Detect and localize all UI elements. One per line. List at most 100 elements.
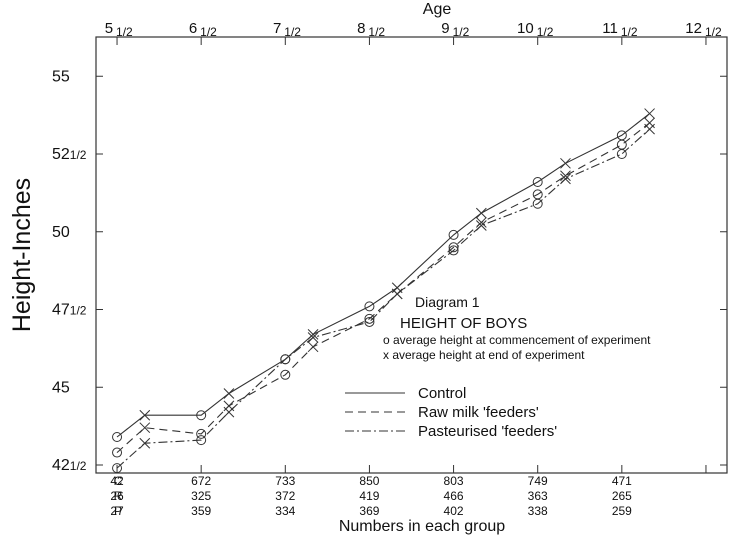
y-tick-label: 421/2: [52, 457, 87, 474]
top-tick-label: 10: [517, 20, 534, 37]
end-point-marker: [560, 173, 571, 185]
counts-cell: 359: [191, 504, 211, 518]
end-point-marker: [475, 220, 487, 231]
legend: Control Raw milk 'feeders' Pasteurised 'fe…: [345, 385, 557, 440]
annotation-line-1: Diagram 1: [415, 294, 480, 310]
y-tick-label: 521/2: [52, 146, 87, 163]
top-tick-fraction: 1/2: [116, 25, 133, 39]
counts-cell: 363: [528, 489, 548, 503]
counts-row-label: R: [114, 489, 123, 503]
end-point-marker: [307, 332, 319, 343]
end-point-marker: [644, 117, 655, 129]
end-point-marker: [475, 217, 487, 228]
start-point-marker: [280, 369, 291, 380]
counts-cell: 338: [528, 504, 548, 518]
counts-cell: 325: [191, 489, 211, 503]
start-point-marker: [196, 410, 207, 421]
counts-cell: 26: [110, 489, 124, 503]
top-tick-label: 6: [189, 20, 197, 37]
y-tick-label: 471/2: [52, 302, 87, 319]
axis-ticks: 5 1/2 6 1/2 7 1/2 8 1/2 9 1/2 10 1/2 11 1/2 12 1/255521…: [52, 20, 727, 474]
start-point-marker: [364, 301, 375, 312]
legend-label-2: Pasteurised 'feeders': [418, 423, 557, 440]
top-tick-label: 5: [105, 20, 113, 37]
series-line-1: [116, 122, 650, 454]
counts-cell: 803: [444, 474, 464, 488]
end-point-marker: [307, 329, 319, 340]
counts-cell: 471: [612, 474, 632, 488]
counts-cell: 372: [275, 489, 295, 503]
start-point-marker: [448, 245, 459, 256]
end-point-marker: [139, 437, 151, 449]
counts-cell: 672: [191, 474, 211, 488]
top-tick-label: 11: [602, 20, 618, 37]
counts-row-label: P: [114, 504, 122, 518]
top-tick-label: 8: [357, 20, 365, 37]
legend-label-0: Control: [418, 385, 466, 402]
top-tick-label: 7: [273, 20, 281, 37]
end-point-marker: [391, 288, 403, 300]
end-point-marker: [644, 108, 655, 119]
series-layer: [112, 108, 655, 474]
counts-cell: 419: [359, 489, 379, 503]
counts-table: C42 672 733 850 803 749 471 R26 325 372 419 466 363 2…: [110, 474, 632, 518]
counts-cell: 259: [612, 504, 632, 518]
start-point-marker: [112, 447, 123, 458]
top-tick-fraction: 1/2: [537, 25, 554, 39]
counts-cell: 850: [359, 474, 379, 488]
end-point-marker: [139, 422, 151, 434]
counts-cell: 27: [110, 504, 124, 518]
top-tick-fraction: 1/2: [200, 25, 217, 39]
end-point-marker: [560, 170, 571, 182]
series-line-2: [116, 128, 650, 469]
end-point-marker: [223, 406, 235, 418]
start-point-marker: [196, 435, 207, 446]
counts-cell: 466: [444, 489, 464, 503]
top-tick-fraction: 1/2: [453, 25, 470, 39]
annotation-line-3: o average height at commencement of expe…: [383, 333, 651, 347]
start-point-marker: [364, 313, 375, 324]
start-point-marker: [448, 242, 459, 253]
end-point-marker: [139, 409, 151, 421]
end-point-marker: [475, 207, 487, 219]
end-point-marker: [307, 341, 319, 353]
counts-cell: 749: [528, 474, 548, 488]
counts-caption: Numbers in each group: [339, 518, 505, 535]
start-point-marker: [112, 463, 123, 474]
y-tick-label: 50: [52, 224, 70, 241]
y-tick-label: 55: [52, 68, 70, 85]
start-point-marker: [532, 176, 543, 187]
counts-cell: 402: [444, 504, 464, 518]
top-axis-label: Age: [423, 1, 452, 18]
end-point-marker: [560, 157, 571, 169]
end-point-marker: [644, 123, 655, 135]
counts-cell: 334: [275, 504, 295, 518]
y-axis-label: Height-Inches: [8, 178, 36, 332]
counts-cell: 369: [359, 504, 379, 518]
annotation-line-2: HEIGHT OF BOYS: [400, 315, 527, 332]
counts-cell: 42: [110, 474, 124, 488]
start-point-marker: [532, 198, 543, 209]
counts-cell: 733: [275, 474, 295, 488]
start-point-marker: [364, 316, 375, 327]
series-line-0: [116, 113, 650, 438]
top-tick-label: 12: [685, 20, 702, 37]
start-point-marker: [616, 149, 627, 159]
plot-frame: [95, 36, 728, 474]
top-tick-fraction: 1/2: [705, 25, 722, 39]
start-point-marker: [616, 139, 627, 150]
top-tick-label: 9: [441, 20, 449, 37]
legend-label-1: Raw milk 'feeders': [418, 404, 539, 421]
top-tick-fraction: 1/2: [621, 25, 638, 39]
counts-row-label: C: [114, 474, 123, 488]
end-point-marker: [223, 388, 235, 399]
start-point-marker: [448, 229, 459, 240]
top-tick-fraction: 1/2: [284, 25, 301, 39]
top-tick-fraction: 1/2: [368, 25, 385, 39]
start-point-marker: [112, 432, 123, 443]
annotation-line-4: x average height at end of experiment: [383, 348, 585, 362]
y-tick-label: 45: [52, 379, 70, 396]
start-point-marker: [196, 428, 207, 439]
